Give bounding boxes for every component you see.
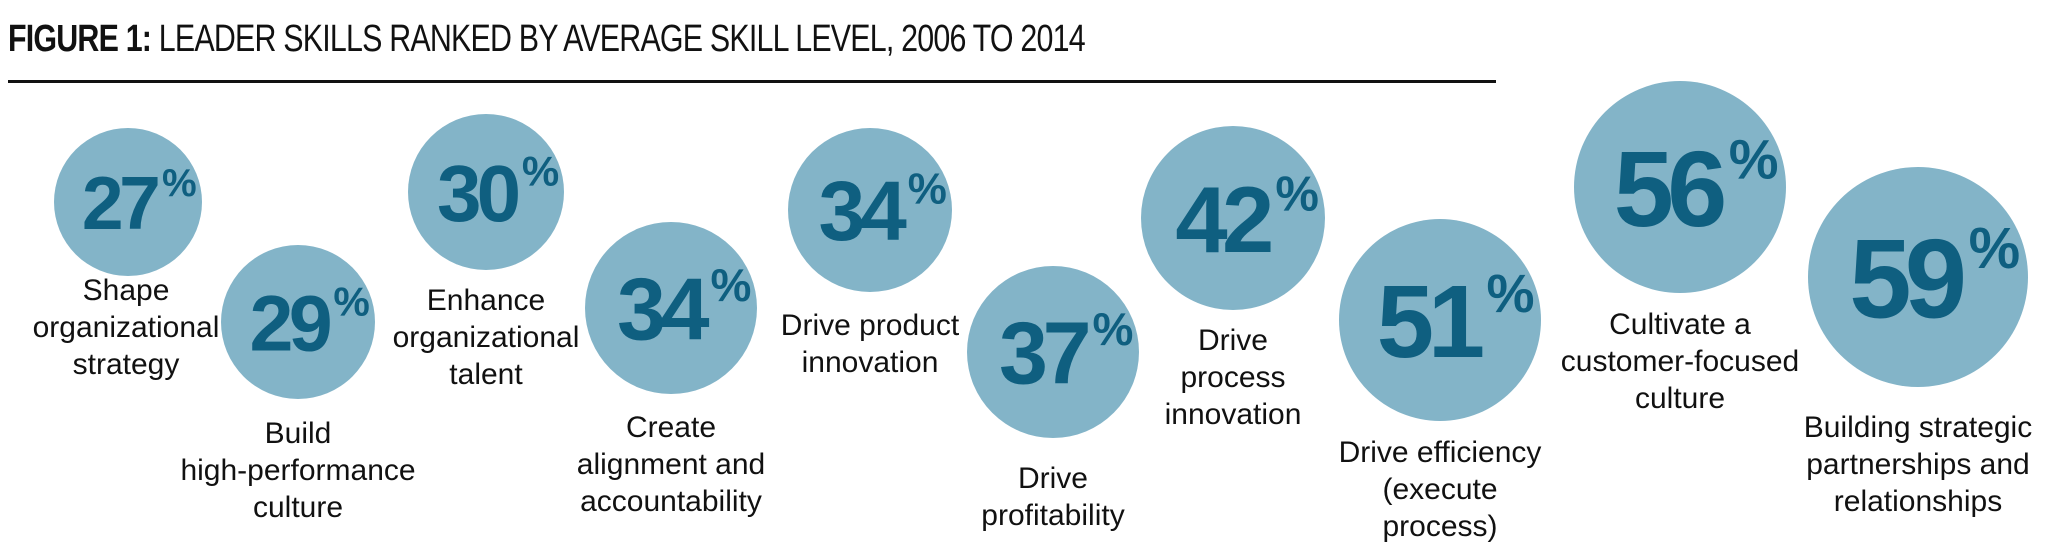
bubble-value: 37 [999,304,1089,403]
percent-sign: % [1486,264,1534,324]
bubble-circle [585,222,757,394]
percent-sign: % [333,279,369,325]
bubble-label-line: Enhance [427,284,545,317]
bubble-label-line: profitability [981,499,1124,532]
bubble-label-line: Drive efficiency [1339,436,1542,469]
bubble-circle [1808,167,2028,387]
bubble-label-line: culture [253,491,343,524]
bubble-enhance-organizational-talent: 30 % Enhance organizational talent [393,114,580,391]
bubble-label-line: innovation [802,346,939,379]
bubble-value: 29 [250,278,330,367]
bubble-label-line: talent [449,358,523,391]
bubble-label-line: organizational [393,321,580,354]
percent-sign: % [522,148,559,195]
bubble-circle [967,266,1139,438]
figure-title-text: LEADER SKILLS RANKED BY AVERAGE SKILL LE… [158,18,1086,60]
bubble-label-line: innovation [1165,398,1302,431]
bubble-cultivate-a-customer-focused-culture: 56 % Cultivate a customer-focused culture [1561,81,1799,415]
bubble-label-line: process) [1382,510,1497,543]
bubble-circle [221,245,375,399]
bubble-value: 59 [1849,216,1964,341]
bubble-label-line: high-performance [180,454,415,487]
bubble-value: 27 [82,161,158,245]
percent-sign: % [1969,216,2021,281]
title-divider [8,80,1496,83]
bubble-drive-product-innovation: 34 % Drive product innovation [781,128,960,379]
bubble-label-line: Create [626,411,716,444]
figure-title: FIGURE 1: LEADER SKILLS RANKED BY AVERAG… [8,18,1086,61]
percent-sign: % [1275,167,1319,221]
bubble-label-line: relationships [1834,485,2002,518]
percent-sign: % [1093,303,1134,355]
bubble-shape-organizational-strategy: 27 % Shape organizational strategy [33,128,220,381]
bubble-label-line: (execute [1382,473,1497,506]
bubble-label-line: process [1180,361,1285,394]
bubble-value: 30 [437,149,519,238]
bubble-label-line: Drive product [781,309,960,342]
bubble-label-line: organizational [33,311,220,344]
bubble-build-high-performance-culture: 29 % Build high-performance culture [180,245,416,524]
bubble-label-line: culture [1635,382,1725,415]
bubble-circle [54,128,202,276]
bubble-value: 34 [818,164,907,258]
bubble-circle [1141,126,1325,310]
bubble-circle [1339,219,1541,421]
bubble-label-line: Build [265,417,332,450]
bubble-circle [788,128,952,292]
bubble-create-alignment-and-accountability: 34 % Create alignment and accountability [577,222,765,518]
bubble-circle [1574,81,1786,293]
bubble-label-line: Drive [1018,462,1088,495]
bubble-value: 56 [1614,128,1725,249]
bubble-label-line: customer-focused [1561,345,1799,378]
bubble-label-line: Drive [1198,324,1268,357]
bubble-drive-efficiency-execute-process: 51 % Drive efficiency (execute process) [1339,219,1542,543]
bubble-label-line: partnerships and [1806,448,2029,481]
percent-sign: % [162,162,197,205]
bubble-value: 51 [1377,264,1483,379]
bubble-label-line: strategy [73,348,180,381]
bubble-label-line: Building strategic [1804,411,2032,444]
figure-number: FIGURE 1: [8,18,152,60]
bubble-label-line: Cultivate a [1609,308,1751,341]
bubble-building-strategic-partnerships-and-relationships: 59 % Building strategic partnerships and rel… [1804,167,2032,518]
bubble-label-line: alignment and [577,448,765,481]
percent-sign: % [711,259,752,311]
bubble-drive-process-innovation: 42 % Drive process innovation [1141,126,1325,431]
bubble-value: 42 [1175,167,1271,272]
percent-sign: % [908,164,947,213]
bubble-value: 34 [617,260,710,359]
bubble-drive-profitability: 37 % Drive profitability [967,266,1139,532]
bubble-label-line: Shape [83,274,170,307]
percent-sign: % [1729,127,1779,190]
bubble-label-line: accountability [580,485,762,518]
bubble-circle [408,114,564,270]
